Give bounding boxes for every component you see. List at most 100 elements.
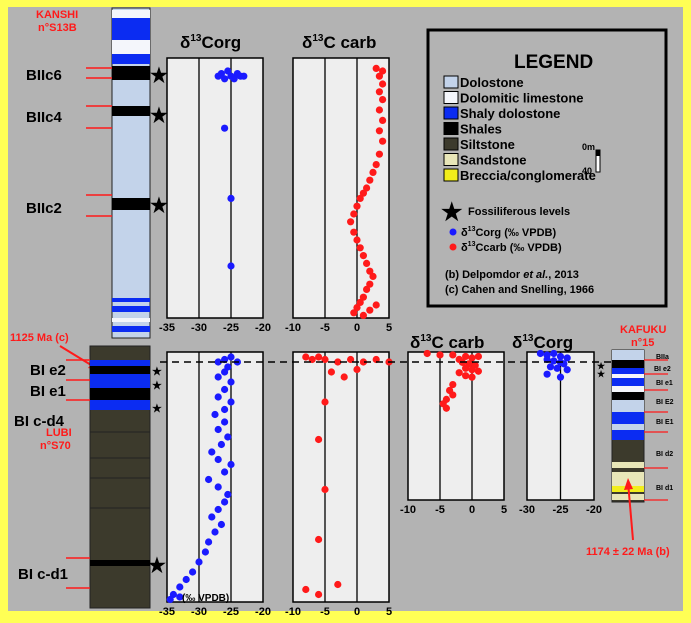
data-point — [423, 349, 431, 358]
data-point — [221, 468, 229, 476]
fossil-star-icon: ★ — [150, 65, 168, 87]
log-dolostone — [612, 350, 644, 360]
data-point — [227, 378, 235, 386]
kanshi-section: KANSHI n°S13B BIIc6 BIIc4 BIIc2 ★ ★ ★ — [26, 7, 168, 339]
legend-lithology-label: Shaly dolostone — [460, 106, 560, 121]
lubi-age: 1125 Ma (c) — [10, 332, 69, 344]
data-point — [221, 418, 229, 426]
data-point — [227, 460, 235, 469]
log-dolomitic-limestone — [112, 40, 150, 54]
legend-fossil-label: Fossiliferous levels — [468, 206, 570, 218]
data-point — [369, 168, 377, 176]
legend-lithology-label: Shales — [460, 122, 502, 137]
data-point — [449, 351, 457, 359]
data-point — [214, 505, 222, 514]
data-point — [372, 161, 380, 169]
data-point — [350, 210, 358, 218]
data-point — [363, 259, 371, 267]
legend-swatch — [443, 153, 459, 166]
data-point — [379, 137, 387, 145]
x-tick-label: -25 — [223, 322, 239, 334]
x-tick-label: -10 — [285, 322, 301, 334]
legend-lithology-label: Siltstone — [460, 137, 515, 152]
plot-area — [166, 351, 264, 603]
data-point — [353, 202, 361, 210]
data-point — [363, 285, 371, 293]
data-point — [372, 64, 380, 72]
data-point — [321, 398, 329, 406]
kafuku-level-label: BI d2 — [656, 451, 673, 458]
log-shales — [90, 560, 150, 566]
data-point — [474, 352, 482, 361]
data-point — [462, 364, 470, 372]
data-point — [315, 590, 323, 599]
x-tick-label: -5 — [435, 504, 445, 516]
data-point — [563, 366, 571, 374]
data-point — [221, 405, 229, 414]
chart-points: -35 -30 -25 -20 — [159, 352, 271, 618]
x-tick-label: -20 — [255, 606, 271, 618]
kafuku-level-label: BI d1 — [656, 485, 673, 492]
lubi-site: n°S70 — [40, 440, 71, 452]
data-point — [227, 353, 235, 361]
log-shales — [612, 360, 644, 368]
data-point — [217, 70, 225, 78]
data-point — [556, 373, 565, 381]
data-point — [315, 435, 323, 444]
data-point — [353, 236, 361, 244]
log-shaly-dolostone — [112, 18, 150, 40]
log-sandstone — [612, 494, 644, 500]
chart-title: δ13Corg — [512, 333, 573, 352]
panel-kanshi-corg: δ13Corg -35 -30 -25 -20 — [159, 33, 271, 334]
lubi-level-label: BI e2 — [30, 362, 66, 379]
data-point — [563, 354, 571, 362]
data-point — [211, 528, 219, 536]
log-shaly-dolostone — [612, 368, 644, 374]
data-point — [214, 393, 222, 401]
log-shaly-dolostone — [112, 298, 150, 302]
data-point — [334, 358, 342, 366]
legend-lithology-label: Sandstone — [460, 153, 526, 168]
kafuku-section: KAFUKU n°15 BIIa BI e2 BI e1 BI E2 BI E1… — [586, 324, 674, 558]
data-point — [379, 80, 387, 88]
data-point — [556, 352, 565, 361]
chart-points: -30 -25 -20 — [519, 349, 602, 516]
data-point — [350, 228, 358, 236]
data-point — [462, 352, 470, 361]
legend-corg-marker — [449, 228, 457, 236]
log-dolomitic-limestone — [112, 10, 150, 18]
data-point — [208, 513, 216, 521]
x-tick-label: -20 — [586, 504, 602, 516]
log-shaly-dolostone — [612, 412, 644, 424]
lubi-name: LUBI — [46, 427, 72, 439]
data-point — [379, 96, 387, 104]
data-point — [359, 293, 367, 301]
data-point — [334, 580, 342, 589]
x-tick-label: -10 — [285, 606, 301, 618]
data-point — [359, 189, 367, 197]
fossil-star-icon: ★ — [148, 555, 166, 577]
legend-ref-b: (b) Delpomdor et al., 2013 — [445, 269, 579, 281]
log-shales — [612, 392, 644, 400]
x-tick-label: -25 — [223, 606, 239, 618]
axis-unit-label: (‰ VPDB) — [182, 593, 229, 604]
data-point — [321, 355, 329, 364]
panel-kafuku-corg: δ13Corg -30 -25 -20 — [512, 333, 602, 516]
plot-area — [292, 351, 390, 603]
fossil-star-icon: ★ — [152, 380, 162, 392]
x-tick-label: 5 — [386, 606, 392, 618]
data-point — [369, 272, 377, 280]
legend-corg-label: δ13Corg (‰ VPDB) — [461, 226, 556, 239]
x-tick-label: 5 — [501, 504, 507, 516]
kafuku-level-label: BI e2 — [654, 366, 671, 373]
data-point — [436, 351, 444, 359]
data-point — [359, 252, 367, 260]
log-shaly-dolostone — [112, 326, 150, 332]
chart-title: δ13Corg — [180, 33, 241, 52]
legend-swatch — [443, 106, 459, 120]
log-shaly-dolostone — [90, 360, 150, 366]
data-point — [221, 124, 229, 132]
data-point — [315, 353, 323, 361]
kafuku-level-label: BIIa — [656, 354, 669, 361]
